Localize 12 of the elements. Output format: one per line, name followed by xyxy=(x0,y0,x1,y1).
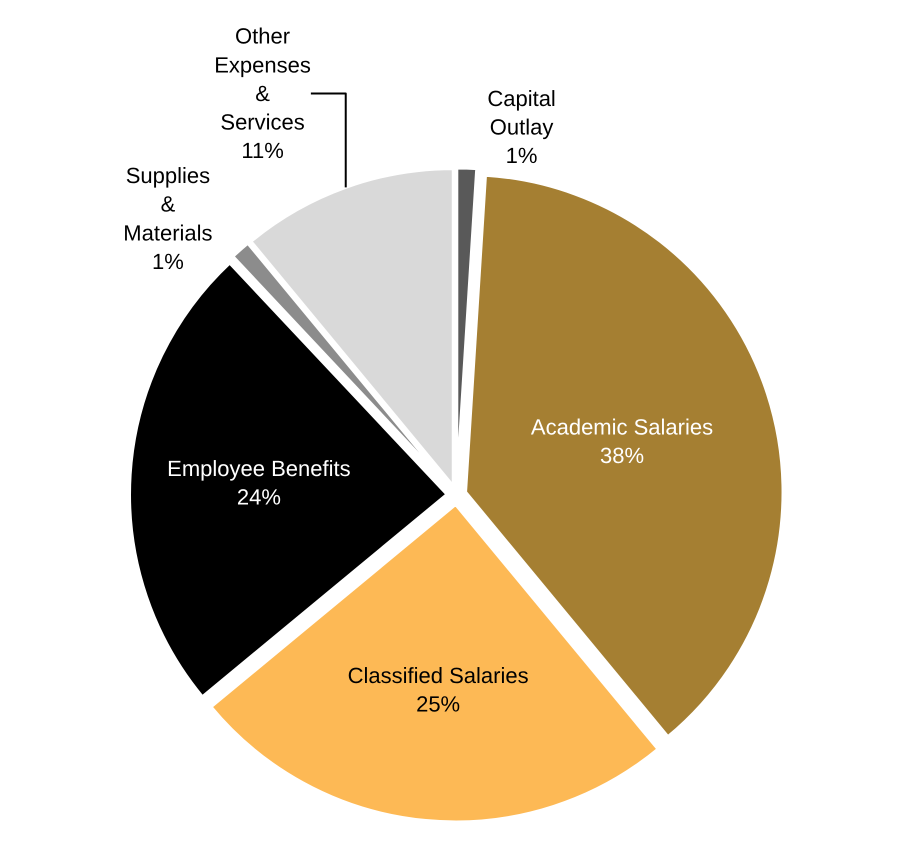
data-label: 1% xyxy=(152,248,184,274)
slice-label: Other Expenses & Services xyxy=(214,24,311,135)
slice-label: Supplies & Materials xyxy=(123,163,213,246)
data-label: 25% xyxy=(416,691,460,716)
data-label: 11% xyxy=(241,138,284,164)
slice-label: Capital Outlay xyxy=(487,86,556,140)
data-label: 24% xyxy=(236,484,281,510)
slice-label: Classified Salaries xyxy=(348,662,529,688)
slice-label: Employee Benefits xyxy=(167,456,351,481)
data-label: 38% xyxy=(600,443,644,468)
data-label: 1% xyxy=(506,143,538,168)
slice-label: Academic Salaries xyxy=(530,414,714,440)
